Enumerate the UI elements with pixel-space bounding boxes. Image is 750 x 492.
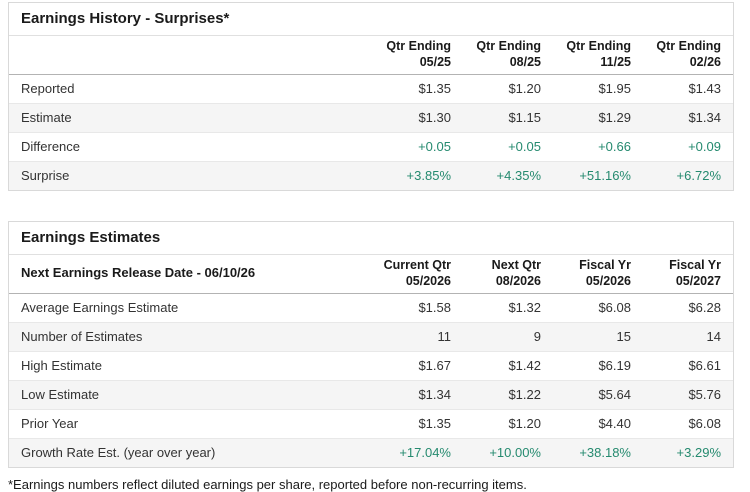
- cell-value: $1.35: [373, 73, 463, 103]
- earnings-estimates-panel: Earnings Estimates Next Earnings Release…: [8, 221, 734, 468]
- earnings-footnote: *Earnings numbers reflect diluted earnin…: [8, 477, 527, 492]
- column-header-fiscal-yr-2026: Fiscal Yr 05/2026: [553, 255, 643, 294]
- cell-value: $1.34: [373, 379, 463, 409]
- cell-value: $1.15: [463, 102, 553, 132]
- cell-value: $1.35: [373, 408, 463, 438]
- table-row-high-estimate: High Estimate $1.67 $1.42 $6.19 $6.61: [9, 350, 733, 380]
- cell-value: $1.20: [463, 408, 553, 438]
- cell-value: $6.28: [643, 292, 733, 322]
- cell-value: +38.18%: [553, 437, 643, 467]
- cell-value: $6.61: [643, 350, 733, 380]
- next-earnings-release-date: Next Earnings Release Date - 06/10/26: [9, 255, 373, 294]
- cell-value: 15: [553, 321, 643, 351]
- cell-value: $5.76: [643, 379, 733, 409]
- cell-value: $6.19: [553, 350, 643, 380]
- cell-value: $1.22: [463, 379, 553, 409]
- row-label: Number of Estimates: [9, 321, 373, 351]
- cell-value: $1.30: [373, 102, 463, 132]
- column-header-next-qtr: Next Qtr 08/2026: [463, 255, 553, 294]
- cell-value: +6.72%: [643, 160, 733, 190]
- row-label: Prior Year: [9, 408, 373, 438]
- cell-value: +51.16%: [553, 160, 643, 190]
- cell-value: $6.08: [643, 408, 733, 438]
- table-row-difference: Difference +0.05 +0.05 +0.66 +0.09: [9, 131, 733, 161]
- table-row-reported: Reported $1.35 $1.20 $1.95 $1.43: [9, 73, 733, 103]
- column-header-qtr-0226: Qtr Ending 02/26: [643, 36, 733, 75]
- cell-value: 9: [463, 321, 553, 351]
- cell-value: 11: [373, 321, 463, 351]
- row-label: Growth Rate Est. (year over year): [9, 437, 373, 467]
- header-spacer: [9, 36, 373, 75]
- cell-value: $4.40: [553, 408, 643, 438]
- cell-value: +0.09: [643, 131, 733, 161]
- cell-value: $1.34: [643, 102, 733, 132]
- cell-value: $1.43: [643, 73, 733, 103]
- column-header-qtr-1125: Qtr Ending 11/25: [553, 36, 643, 75]
- cell-value: +10.00%: [463, 437, 553, 467]
- earnings-estimates-title: Earnings Estimates: [9, 222, 733, 255]
- earnings-history-header-row: Qtr Ending 05/25 Qtr Ending 08/25 Qtr Endi…: [9, 36, 733, 75]
- cell-value: +4.35%: [463, 160, 553, 190]
- column-header-current-qtr: Current Qtr 05/2026: [373, 255, 463, 294]
- row-label: Surprise: [9, 160, 373, 190]
- earnings-history-title: Earnings History - Surprises*: [9, 3, 733, 36]
- cell-value: $1.42: [463, 350, 553, 380]
- earnings-history-panel: Earnings History - Surprises* Qtr Ending…: [8, 2, 734, 191]
- cell-value: $6.08: [553, 292, 643, 322]
- cell-value: $5.64: [553, 379, 643, 409]
- row-label: Difference: [9, 131, 373, 161]
- column-header-fiscal-yr-2027: Fiscal Yr 05/2027: [643, 255, 733, 294]
- earnings-estimates-header-row: Next Earnings Release Date - 06/10/26 Cu…: [9, 255, 733, 294]
- cell-value: $1.32: [463, 292, 553, 322]
- row-label: Low Estimate: [9, 379, 373, 409]
- table-row-prior-year: Prior Year $1.35 $1.20 $4.40 $6.08: [9, 408, 733, 438]
- row-label: Reported: [9, 73, 373, 103]
- cell-value: +3.85%: [373, 160, 463, 190]
- earnings-history-table: Qtr Ending 05/25 Qtr Ending 08/25 Qtr Endi…: [9, 36, 733, 190]
- table-row-estimate: Estimate $1.30 $1.15 $1.29 $1.34: [9, 102, 733, 132]
- table-row-low-estimate: Low Estimate $1.34 $1.22 $5.64 $5.76: [9, 379, 733, 409]
- table-row-growth-rate-est: Growth Rate Est. (year over year) +17.04…: [9, 437, 733, 467]
- row-label: Average Earnings Estimate: [9, 292, 373, 322]
- cell-value: +0.05: [373, 131, 463, 161]
- cell-value: +3.29%: [643, 437, 733, 467]
- row-label: High Estimate: [9, 350, 373, 380]
- row-label: Estimate: [9, 102, 373, 132]
- column-header-qtr-0825: Qtr Ending 08/25: [463, 36, 553, 75]
- table-row-number-of-estimates: Number of Estimates 11 9 15 14: [9, 321, 733, 351]
- column-header-qtr-0525: Qtr Ending 05/25: [373, 36, 463, 75]
- cell-value: +17.04%: [373, 437, 463, 467]
- cell-value: $1.58: [373, 292, 463, 322]
- table-row-average-earnings-estimate: Average Earnings Estimate $1.58 $1.32 $6…: [9, 292, 733, 322]
- cell-value: $1.95: [553, 73, 643, 103]
- cell-value: $1.67: [373, 350, 463, 380]
- cell-value: $1.29: [553, 102, 643, 132]
- earnings-estimates-table: Next Earnings Release Date - 06/10/26 Cu…: [9, 255, 733, 467]
- cell-value: +0.05: [463, 131, 553, 161]
- cell-value: $1.20: [463, 73, 553, 103]
- cell-value: 14: [643, 321, 733, 351]
- table-row-surprise: Surprise +3.85% +4.35% +51.16% +6.72%: [9, 160, 733, 190]
- cell-value: +0.66: [553, 131, 643, 161]
